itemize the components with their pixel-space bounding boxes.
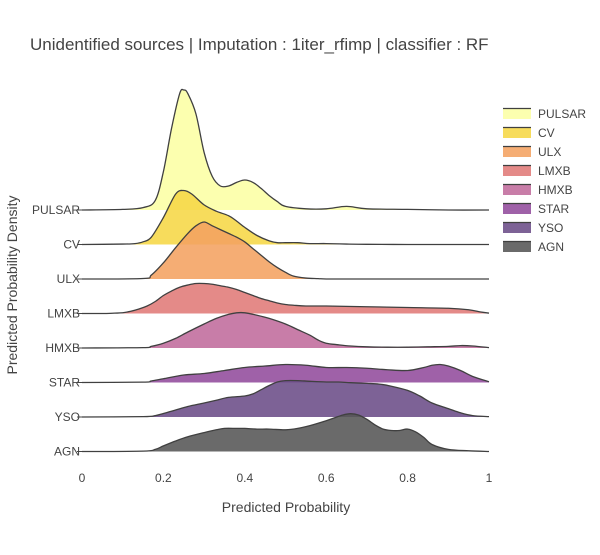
legend-item-ulx[interactable]: ULX: [503, 145, 561, 159]
legend-label-lmxb: LMXB: [538, 164, 571, 178]
ridge-fill-pulsar: [82, 89, 489, 211]
ridge-line-agn: [81, 413, 490, 453]
x-tick-label: 0.2: [155, 471, 172, 485]
legend-item-yso[interactable]: YSO: [503, 221, 563, 235]
legend-label-pulsar: PULSAR: [538, 107, 586, 121]
legend: PULSAR CV ULX LMXB HMXB STAR YSO AGN: [503, 107, 586, 254]
y-tick-label-agn: AGN: [54, 445, 80, 459]
ridge-ulx: [81, 221, 489, 280]
ridge-lmxb: [81, 282, 490, 315]
legend-label-agn: AGN: [538, 240, 564, 254]
x-tick-label: 0.8: [399, 471, 416, 485]
legend-label-hmxb: HMXB: [538, 183, 573, 197]
ridge-fill-hmxb: [82, 312, 489, 348]
legend-label-ulx: ULX: [538, 145, 561, 159]
ridge-line-hmxb: [81, 311, 490, 349]
legend-swatch-cv: [503, 127, 531, 138]
ridge-fill-ulx: [82, 222, 489, 280]
ridge-line-yso: [81, 379, 490, 418]
ridge-line-cv: [81, 189, 489, 246]
ridge-cv: [81, 189, 489, 246]
legend-item-agn[interactable]: AGN: [503, 240, 564, 254]
y-tick-labels: PULSAR CV ULX LMXB HMXB STAR YSO AGN: [32, 203, 82, 459]
ridge-fill-lmxb: [82, 283, 489, 314]
ridges-layer: [81, 88, 490, 453]
legend-swatch-ulx: [503, 146, 531, 157]
legend-label-yso: YSO: [538, 221, 563, 235]
legend-swatch-yso: [503, 222, 531, 233]
y-tick-label-yso: YSO: [55, 410, 80, 424]
x-tick-label: 0: [79, 471, 86, 485]
ridge-hmxb: [81, 311, 490, 349]
ridge-yso: [81, 379, 490, 418]
y-tick-label-pulsar: PULSAR: [32, 203, 80, 217]
y-axis-label: Predicted Probability Density: [4, 196, 20, 375]
legend-item-star[interactable]: STAR: [503, 202, 569, 216]
legend-item-pulsar[interactable]: PULSAR: [503, 107, 586, 121]
chart-title: Unidentified sources | Imputation : 1ite…: [30, 35, 489, 54]
ridge-line-ulx: [81, 221, 489, 280]
legend-item-cv[interactable]: CV: [503, 126, 555, 140]
ridge-line-star: [81, 363, 490, 384]
legend-label-cv: CV: [538, 126, 555, 140]
y-tick-label-star: STAR: [49, 376, 80, 390]
legend-swatch-lmxb: [503, 165, 531, 176]
legend-item-lmxb[interactable]: LMXB: [503, 164, 571, 178]
ridge-line-lmxb: [81, 282, 490, 315]
legend-swatch-agn: [503, 241, 531, 252]
x-tick-label: 1: [486, 471, 493, 485]
legend-label-star: STAR: [538, 202, 569, 216]
legend-item-hmxb[interactable]: HMXB: [503, 183, 573, 197]
legend-swatch-hmxb: [503, 184, 531, 195]
x-tick-label: 0.4: [236, 471, 253, 485]
ridge-agn: [81, 413, 490, 453]
ridge-star: [81, 363, 490, 384]
legend-swatch-star: [503, 203, 531, 214]
y-tick-label-hmxb: HMXB: [45, 341, 80, 355]
x-axis-label: Predicted Probability: [222, 499, 350, 515]
ridge-pulsar: [81, 88, 490, 211]
ridge-fill-star: [82, 364, 489, 383]
x-tick-labels: 0 0.2 0.4 0.6 0.8 1: [79, 471, 493, 485]
y-tick-label-cv: CV: [63, 238, 80, 252]
ridge-fill-cv: [82, 190, 489, 245]
y-tick-label-ulx: ULX: [57, 272, 80, 286]
x-tick-label: 0.6: [318, 471, 335, 485]
ridge-line-pulsar: [81, 88, 490, 211]
legend-swatch-pulsar: [503, 108, 531, 119]
y-tick-label-lmxb: LMXB: [47, 307, 80, 321]
ridge-fill-agn: [82, 413, 489, 452]
